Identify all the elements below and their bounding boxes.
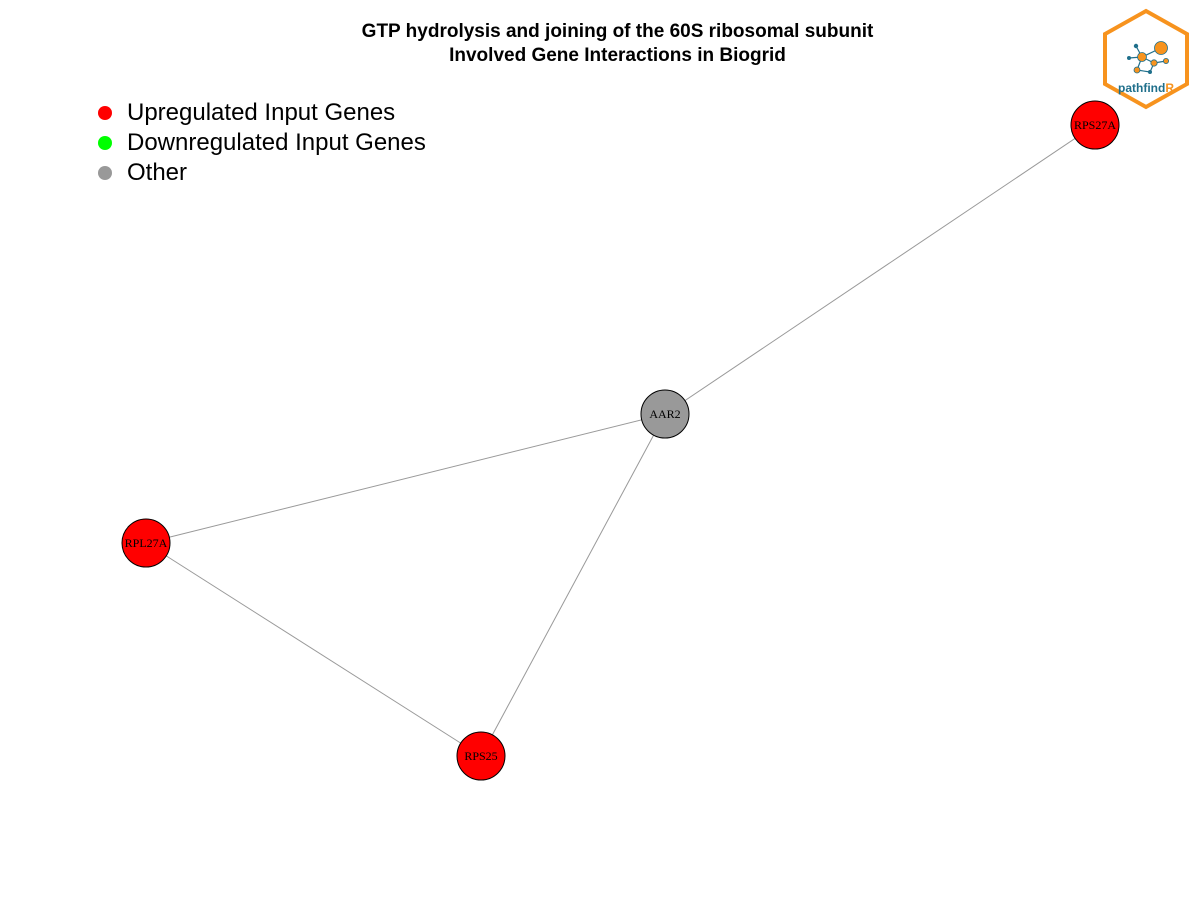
diagram-title: GTP hydrolysis and joining of the 60S ri… [0,20,1200,68]
node-label-rps25: RPS25 [464,749,497,763]
legend-item-downregulated: Downregulated Input Genes [96,128,426,158]
node-label-rps27a: RPS27A [1074,118,1116,132]
legend-item-other: Other [96,158,426,188]
edge-rpl27a-rps25 [145,542,482,757]
logo-text-main: pathfind [1118,81,1165,95]
node-circle-rps25 [456,731,506,781]
legend-dot-downregulated [98,136,112,150]
nodes-layer: AAR2 RPS27A RPL27A RPS25 [121,100,1120,781]
node-aar2: AAR2 [640,389,690,439]
logo-text-accent: R [1165,81,1174,95]
node-rps25: RPS25 [456,731,506,781]
edge-aar2-rps27a [664,124,1096,415]
node-label-aar2: AAR2 [649,407,680,421]
title-line-1: GTP hydrolysis and joining of the 60S ri… [361,21,874,42]
edge-aar2-rpl27a [145,413,666,544]
legend-label-upregulated: Upregulated Input Genes [127,99,396,126]
node-circle-rps27a [1070,100,1120,150]
legend-label-other: Other [127,159,188,186]
legend-dot-other [98,166,112,180]
node-circle-aar2 [640,389,690,439]
node-label-rpl27a: RPL27A [125,536,168,550]
node-circle-rpl27a [121,518,171,568]
legend-item-upregulated: Upregulated Input Genes [96,98,426,128]
node-rps27a: RPS27A [1070,100,1120,150]
edge-aar2-rps25 [480,413,666,757]
title-line-2: Involved Gene Interactions in Biogrid [449,45,786,66]
legend-label-downregulated: Downregulated Input Genes [127,129,426,156]
legend-dot-upregulated [98,106,112,120]
node-rpl27a: RPL27A [121,518,171,568]
legend: Upregulated Input Genes Downregulated In… [96,98,426,188]
pathfindr-logo-icon: pathfindR [1103,8,1189,110]
svg-text:pathfindR: pathfindR [1118,81,1174,95]
edges-layer [145,124,1096,757]
